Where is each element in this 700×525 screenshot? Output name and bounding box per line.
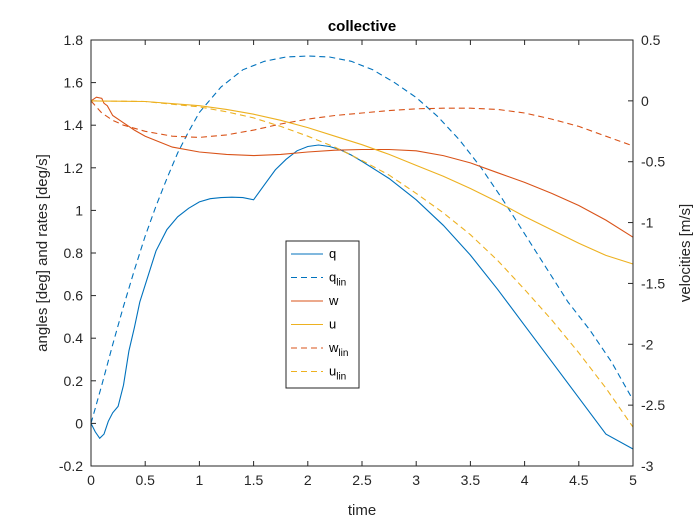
series-line-q (90, 144, 634, 450)
y-left-tick-label: 1.6 (64, 75, 84, 91)
x-tick-label: 1 (196, 472, 204, 488)
series-line-q-lin (90, 55, 634, 424)
series-layer (90, 55, 634, 450)
y-left-tick-label: 0.8 (64, 245, 84, 261)
x-tick-label: 3.5 (461, 472, 481, 488)
x-tick-label: 5 (629, 472, 637, 488)
legend-label: q (329, 246, 336, 261)
x-tick-label: 2.5 (352, 472, 372, 488)
x-tick-label: 1.5 (244, 472, 264, 488)
chart-title: collective (328, 18, 396, 35)
y-left-tick-label: 1.4 (64, 117, 84, 133)
y-left-tick-label: 0.2 (64, 373, 84, 389)
y-right-tick-label: 0.5 (641, 32, 661, 48)
y-right-tick-label: -1.5 (641, 275, 665, 291)
x-tick-label: 4 (521, 472, 529, 488)
series-line-u-lin (90, 100, 634, 428)
y-left-tick-label: 1.2 (64, 160, 84, 176)
y-right-tick-label: 0 (641, 93, 649, 109)
y-right-tick-label: -2.5 (641, 397, 665, 413)
y-left-tick-label: 0 (75, 415, 83, 431)
axis-ticks: 0 0.5 1 1.5 2 2.5 3 3.5 4 4.5 5-0.200.20.40.60.811… (59, 32, 665, 488)
y-right-tick-label: -1 (641, 215, 654, 231)
series-line-w (90, 96, 634, 238)
x-tick-label: 2 (304, 472, 312, 488)
y-left-tick-label: 1 (75, 202, 83, 218)
y-left-tick-label: 0.6 (64, 288, 84, 304)
y-axis-label-left: angles [deg] and rates [deg/s] (34, 154, 51, 352)
axes-layer (90, 39, 634, 467)
x-tick-label: 0 (87, 472, 95, 488)
series-line-w-lin (90, 100, 634, 147)
x-tick-label: 3 (412, 472, 420, 488)
y-right-tick-label: -2 (641, 336, 654, 352)
legend-box (285, 240, 360, 389)
series-line-u (90, 100, 634, 265)
x-tick-label: 4.5 (569, 472, 589, 488)
y-right-tick-label: -3 (641, 458, 654, 474)
legend-label: u (329, 317, 336, 332)
x-tick-label: 0.5 (135, 472, 155, 488)
y-left-tick-label: 1.8 (64, 32, 84, 48)
legend-label: w (328, 293, 339, 308)
y-left-tick-label: -0.2 (59, 458, 83, 474)
x-axis-label: time (348, 502, 376, 519)
y-right-tick-label: -0.5 (641, 154, 665, 170)
y-axis-label-right: velocities [m/s] (677, 204, 694, 302)
y-left-tick-label: 0.4 (64, 330, 84, 346)
plot-area (91, 40, 633, 466)
